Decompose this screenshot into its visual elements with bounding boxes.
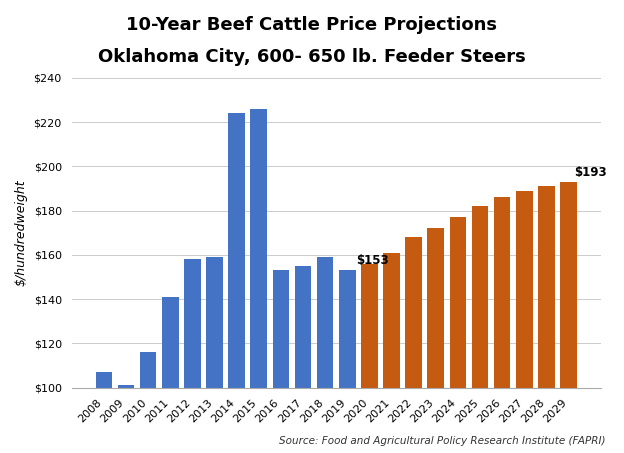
Bar (250, 109, 267, 388)
Bar (228, 113, 245, 388)
Bar (273, 270, 289, 388)
Bar (516, 191, 532, 388)
Y-axis label: $/hundredweight: $/hundredweight (15, 179, 28, 286)
Bar (427, 228, 444, 388)
Text: Oklahoma City, 600- 650 lb. Feeder Steers: Oklahoma City, 600- 650 lb. Feeder Steer… (98, 48, 526, 66)
Text: Oklahoma City, 600- 650 lb. Feeder Steers: Oklahoma City, 600- 650 lb. Feeder Steer… (98, 48, 526, 66)
Bar (494, 198, 510, 388)
Bar (295, 266, 311, 388)
Text: $193: $193 (574, 165, 607, 178)
Bar (361, 264, 378, 388)
Bar (383, 253, 400, 388)
Bar (184, 259, 201, 388)
Text: $153: $153 (356, 254, 389, 267)
Bar (560, 182, 577, 388)
Bar (118, 386, 134, 388)
Bar (450, 217, 466, 388)
Bar (162, 297, 178, 388)
Bar (538, 186, 555, 388)
Text: 10-Year Beef Cattle Price Projections: 10-Year Beef Cattle Price Projections (127, 16, 497, 34)
Bar (317, 257, 333, 388)
Bar (206, 257, 223, 388)
Bar (95, 372, 112, 388)
Bar (339, 270, 356, 388)
Bar (140, 352, 157, 388)
Bar (406, 237, 422, 388)
Bar (472, 206, 489, 388)
Text: Source: Food and Agricultural Policy Research Institute (FAPRI): Source: Food and Agricultural Policy Res… (279, 436, 605, 446)
